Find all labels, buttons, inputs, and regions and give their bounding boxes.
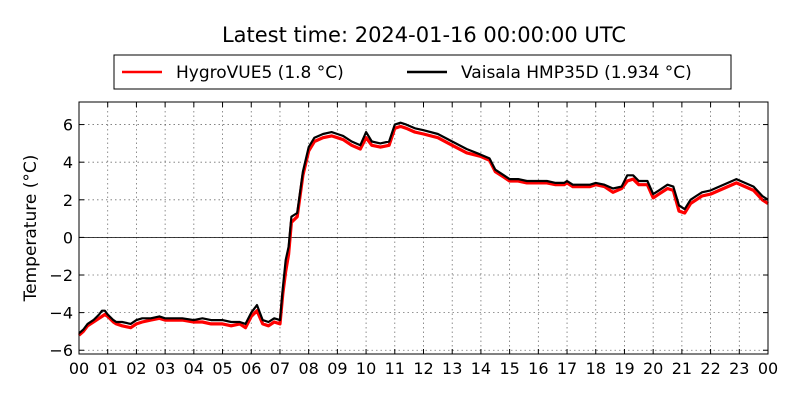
- series-line-1: [78, 121, 769, 335]
- x-tick-label: 15: [499, 359, 519, 378]
- x-tick-label: 13: [442, 359, 462, 378]
- x-tick-label: 01: [98, 359, 118, 378]
- y-axis: −6 −4 −2 0 2 4 6: [49, 116, 768, 360]
- y-tick-label: 0: [63, 228, 73, 247]
- x-tick-label: 14: [471, 359, 491, 378]
- x-tick-label: 19: [614, 359, 634, 378]
- x-tick-label: 23: [729, 359, 749, 378]
- y-tick-label: 2: [63, 191, 73, 210]
- x-tick-label: 12: [413, 359, 433, 378]
- legend-label-hygrovue5: HygroVUE5 (1.8 °C): [176, 63, 344, 83]
- x-tick-label: 10: [356, 359, 376, 378]
- x-tick-label: 22: [700, 359, 720, 378]
- x-tick-label: 17: [557, 359, 577, 378]
- x-axis: 00 01 02 03 04 05 06 07 08 09 10 11 12 13 14 15 16 17 18 19…: [69, 102, 778, 378]
- x-tick-label: 16: [528, 359, 548, 378]
- x-tick-label: 08: [298, 359, 318, 378]
- series-line-0: [77, 124, 769, 337]
- x-tick-label: 11: [385, 359, 405, 378]
- y-tick-label: −4: [49, 304, 73, 323]
- y-tick-label: −6: [49, 341, 73, 360]
- y-axis-label: Temperature (°C): [21, 155, 41, 303]
- x-tick-label: 03: [155, 359, 175, 378]
- x-tick-label: 07: [270, 359, 290, 378]
- series-group: [77, 121, 769, 337]
- x-tick-label: 06: [241, 359, 261, 378]
- x-tick-label: 05: [212, 359, 232, 378]
- x-tick-label: 02: [126, 359, 146, 378]
- x-tick-label: 04: [184, 359, 204, 378]
- legend-label-vaisala: Vaisala HMP35D (1.934 °C): [461, 63, 692, 83]
- legend: HygroVUE5 (1.8 °C) Vaisala HMP35D (1.934…: [113, 54, 732, 90]
- x-tick-label: 00: [758, 359, 778, 378]
- y-tick-label: 4: [63, 153, 73, 172]
- x-tick-label: 21: [672, 359, 692, 378]
- chart-title: Latest time: 2024-01-16 00:00:00 UTC: [222, 23, 626, 47]
- x-tick-label: 09: [327, 359, 347, 378]
- y-tick-label: 6: [63, 116, 73, 135]
- x-tick-label: 18: [586, 359, 606, 378]
- x-tick-label: 20: [643, 359, 663, 378]
- y-tick-label: −2: [49, 266, 73, 285]
- x-tick-label: 00: [69, 359, 89, 378]
